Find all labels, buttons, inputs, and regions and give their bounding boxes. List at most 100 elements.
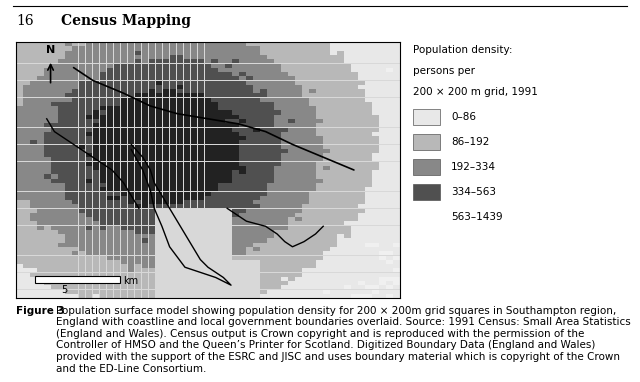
Bar xyxy=(351,264,358,268)
Bar xyxy=(344,247,351,251)
Bar xyxy=(141,162,148,166)
Bar xyxy=(232,94,239,97)
Bar xyxy=(393,81,399,85)
Bar xyxy=(330,294,337,298)
Bar xyxy=(323,268,330,272)
Bar xyxy=(211,145,218,149)
Bar xyxy=(86,268,92,272)
Bar xyxy=(365,119,372,123)
Bar xyxy=(114,217,120,221)
Bar xyxy=(72,132,79,136)
Bar xyxy=(23,89,29,93)
Bar xyxy=(302,217,309,221)
Bar xyxy=(365,230,372,234)
Bar xyxy=(128,170,134,174)
Bar xyxy=(198,102,204,106)
Bar xyxy=(93,123,99,127)
Bar xyxy=(302,119,309,123)
Bar xyxy=(156,128,163,131)
Bar xyxy=(288,55,295,59)
Bar xyxy=(128,42,134,46)
Bar xyxy=(365,123,372,127)
Bar xyxy=(134,76,141,80)
Bar xyxy=(107,140,113,144)
Bar xyxy=(393,89,399,93)
Bar xyxy=(58,268,65,272)
Bar xyxy=(282,89,288,93)
Bar xyxy=(239,183,246,187)
Bar xyxy=(205,63,211,68)
Bar xyxy=(275,256,281,260)
Bar xyxy=(358,260,365,264)
Bar xyxy=(79,183,86,187)
Bar xyxy=(65,290,72,294)
Bar xyxy=(148,76,156,80)
Bar xyxy=(260,162,267,166)
Bar xyxy=(100,179,106,183)
Bar xyxy=(268,209,274,213)
Bar xyxy=(358,230,365,234)
Bar xyxy=(184,149,190,153)
Bar xyxy=(121,243,127,247)
Bar xyxy=(295,204,302,209)
Bar xyxy=(393,128,399,131)
Bar xyxy=(107,110,113,115)
Bar xyxy=(316,115,323,119)
Bar xyxy=(107,89,113,93)
Bar xyxy=(16,234,22,238)
Bar xyxy=(177,119,183,123)
Bar xyxy=(358,247,365,251)
Bar xyxy=(316,285,323,290)
Bar xyxy=(51,140,58,144)
Bar xyxy=(121,260,127,264)
Bar xyxy=(344,63,351,68)
Bar xyxy=(86,191,92,196)
Bar xyxy=(86,68,92,72)
Bar xyxy=(351,59,358,63)
Bar xyxy=(358,204,365,209)
Bar xyxy=(268,51,274,55)
Bar xyxy=(114,145,120,149)
Bar xyxy=(205,140,211,144)
Bar xyxy=(121,149,127,153)
Bar xyxy=(239,136,246,140)
Bar xyxy=(100,89,106,93)
Bar xyxy=(225,94,232,97)
Bar xyxy=(177,115,183,119)
Bar xyxy=(128,175,134,178)
Bar xyxy=(58,285,65,290)
Bar xyxy=(107,281,113,285)
Bar xyxy=(93,94,99,97)
Bar xyxy=(372,256,379,260)
Bar xyxy=(393,209,399,213)
Bar xyxy=(134,175,141,178)
Bar xyxy=(218,153,225,157)
Bar xyxy=(225,128,232,131)
Bar xyxy=(141,81,148,85)
Bar xyxy=(51,149,58,153)
Bar xyxy=(156,175,163,178)
Bar xyxy=(37,234,44,238)
Bar xyxy=(365,63,372,68)
Bar xyxy=(79,42,86,46)
Bar xyxy=(16,294,22,298)
Bar xyxy=(351,175,358,178)
Bar xyxy=(372,273,379,277)
Bar xyxy=(37,187,44,191)
Bar xyxy=(177,200,183,204)
Bar xyxy=(79,157,86,162)
Bar xyxy=(351,238,358,243)
Bar xyxy=(191,119,197,123)
Bar xyxy=(232,119,239,123)
Bar xyxy=(379,196,386,200)
Bar xyxy=(379,166,386,170)
Bar xyxy=(37,196,44,200)
Bar xyxy=(365,175,372,178)
Bar xyxy=(100,273,106,277)
Bar xyxy=(30,204,36,209)
Bar xyxy=(44,145,51,149)
Bar xyxy=(239,123,246,127)
Bar xyxy=(79,81,86,85)
Bar xyxy=(23,76,29,80)
Bar xyxy=(268,157,274,162)
